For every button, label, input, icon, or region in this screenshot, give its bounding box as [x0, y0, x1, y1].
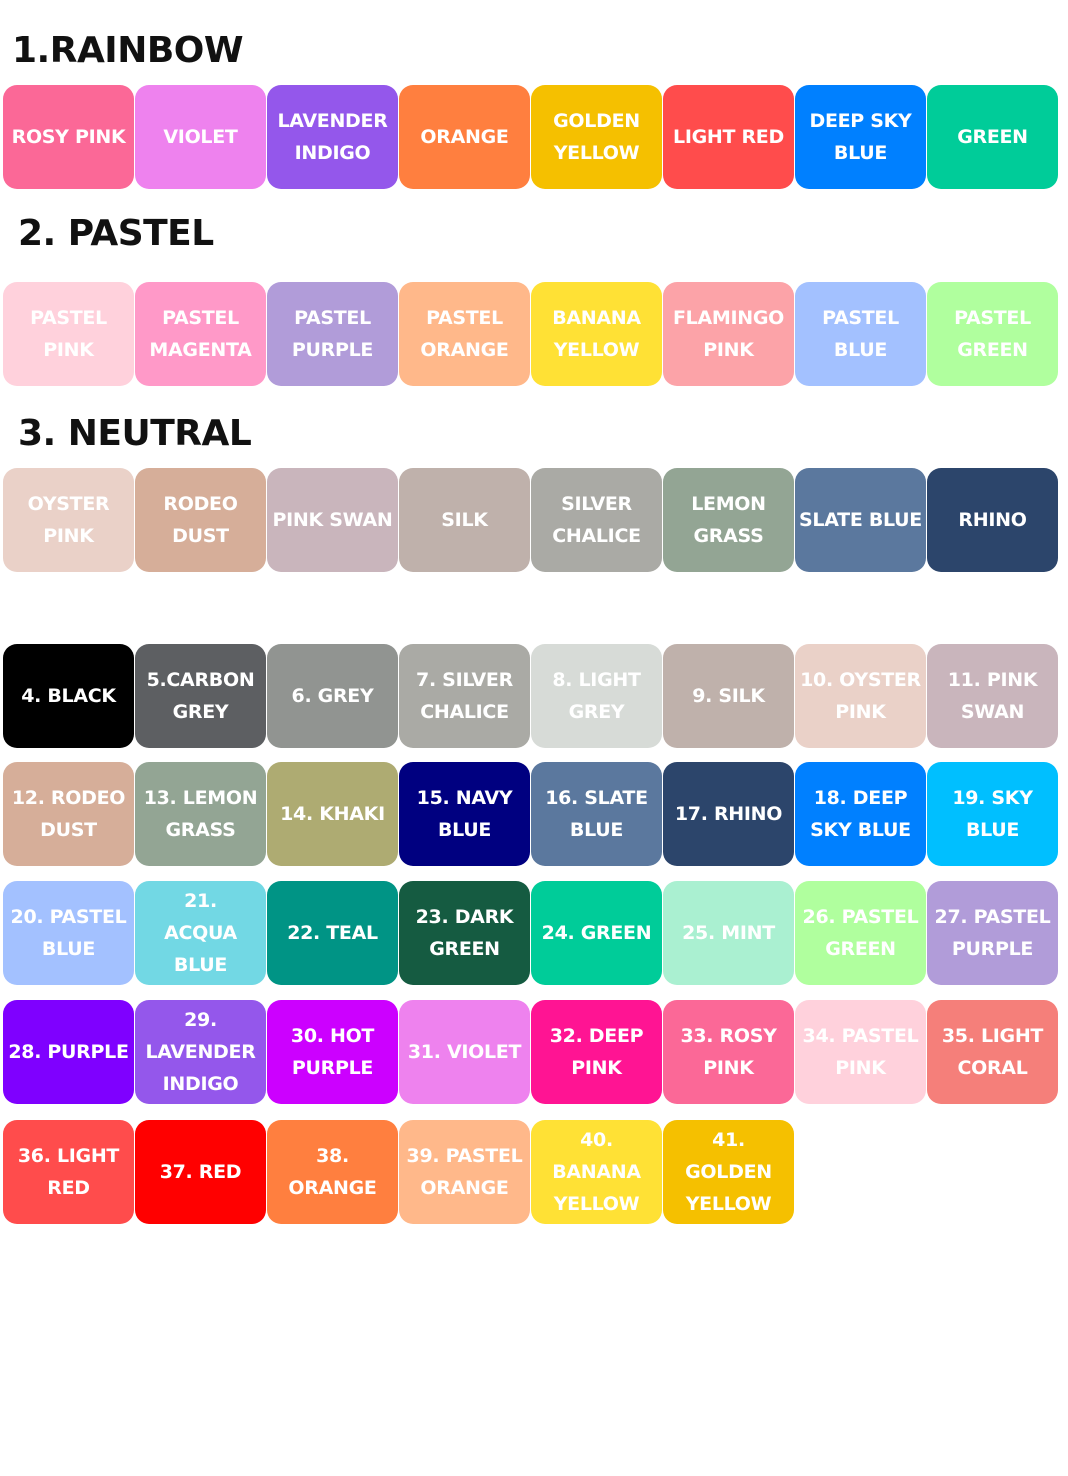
- swatch-pastel-green: PASTEL GREEN: [927, 282, 1058, 386]
- swatch-13-lemon-grass: 13. LEMON GRASS: [135, 762, 266, 866]
- swatch-banana-yellow: BANANA YELLOW: [531, 282, 662, 386]
- swatch-green: GREEN: [927, 85, 1058, 189]
- swatch-rhino: RHINO: [927, 468, 1058, 572]
- swatch-19-sky-blue: 19. SKY BLUE: [927, 762, 1058, 866]
- swatch-pastel-orange: PASTEL ORANGE: [399, 282, 530, 386]
- swatch-24-green: 24. GREEN: [531, 881, 662, 985]
- swatch-32-deep-pink: 32. DEEP PINK: [531, 1000, 662, 1104]
- swatch-30-hot-purple: 30. HOT PURPLE: [267, 1000, 398, 1104]
- swatch-silk: SILK: [399, 468, 530, 572]
- numbered-swatch-row: 20. PASTEL BLUE 21. ACQUA BLUE 22. TEAL 23.…: [3, 881, 1058, 985]
- swatch-row: OYSTER PINK RODEO DUST PINK SWAN SILK SILVER…: [3, 468, 1058, 572]
- swatch-pastel-magenta: PASTEL MAGENTA: [135, 282, 266, 386]
- swatch-rodeo-dust: RODEO DUST: [135, 468, 266, 572]
- swatch-17-rhino: 17. RHINO: [663, 762, 794, 866]
- swatch-23-dark-green: 23. DARK GREEN: [399, 881, 530, 985]
- swatch-38-orange: 38. ORANGE: [267, 1120, 398, 1224]
- swatch-41-golden-yellow: 41. GOLDEN YELLOW: [663, 1120, 794, 1224]
- numbered-swatch-row: 4. BLACK 5.CARBON GREY 6. GREY 7. SILVER CH…: [3, 644, 1058, 748]
- swatch-row: PASTEL PINK PASTEL MAGENTA PASTEL PURPLE PA…: [3, 282, 1058, 386]
- swatch-16-slate-blue: 16. SLATE BLUE: [531, 762, 662, 866]
- swatch-8-light-grey: 8. LIGHT GREY: [531, 644, 662, 748]
- swatch-15-navy-blue: 15. NAVY BLUE: [399, 762, 530, 866]
- swatch-orange: ORANGE: [399, 85, 530, 189]
- swatch-rosy-pink: ROSY PINK: [3, 85, 134, 189]
- swatch-silver-chalice: SILVER CHALICE: [531, 468, 662, 572]
- swatch-22-teal: 22. TEAL: [267, 881, 398, 985]
- swatch-oyster-pink: OYSTER PINK: [3, 468, 134, 572]
- section-heading: 1.RAINBOW: [12, 30, 244, 71]
- swatch-14-khaki: 14. KHAKI: [267, 762, 398, 866]
- swatch-21-acqua-blue: 21. ACQUA BLUE: [135, 881, 266, 985]
- swatch-40-banana-yellow: 40. BANANA YELLOW: [531, 1120, 662, 1224]
- swatch-7-silver-chalice: 7. SILVER CHALICE: [399, 644, 530, 748]
- swatch-20-pastel-blue: 20. PASTEL BLUE: [3, 881, 134, 985]
- swatch-9-silk: 9. SILK: [663, 644, 794, 748]
- numbered-swatch-row: 36. LIGHT RED 37. RED 38. ORANGE 39. PASTEL…: [3, 1120, 794, 1224]
- swatch-25-mint: 25. MINT: [663, 881, 794, 985]
- swatch-lavender-indigo: LAVENDER INDIGO: [267, 85, 398, 189]
- swatch-37-red: 37. RED: [135, 1120, 266, 1224]
- swatch-golden-yellow: GOLDEN YELLOW: [531, 85, 662, 189]
- swatch-27-pastel-purple: 27. PASTEL PURPLE: [927, 881, 1058, 985]
- numbered-swatch-row: 12. RODEO DUST 13. LEMON GRASS 14. KHAKI 15…: [3, 762, 1058, 866]
- swatch-pink-swan: PINK SWAN: [267, 468, 398, 572]
- swatch-18-deep-sky-blue: 18. DEEP SKY BLUE: [795, 762, 926, 866]
- swatch-33-rosy-pink: 33. ROSY PINK: [663, 1000, 794, 1104]
- swatch-pastel-pink: PASTEL PINK: [3, 282, 134, 386]
- swatch-35-light-coral: 35. LIGHT CORAL: [927, 1000, 1058, 1104]
- swatch-12-rodeo-dust: 12. RODEO DUST: [3, 762, 134, 866]
- swatch-26-pastel-green: 26. PASTEL GREEN: [795, 881, 926, 985]
- swatch-28-purple: 28. PURPLE: [3, 1000, 134, 1104]
- swatch-31-violet: 31. VIOLET: [399, 1000, 530, 1104]
- swatch-11-pink-swan: 11. PINK SWAN: [927, 644, 1058, 748]
- swatch-29-lavender-indigo: 29. LAVENDER INDIGO: [135, 1000, 266, 1104]
- swatch-deep-sky-blue: DEEP SKY BLUE: [795, 85, 926, 189]
- swatch-5-carbon-grey: 5.CARBON GREY: [135, 644, 266, 748]
- numbered-swatch-row: 28. PURPLE 29. LAVENDER INDIGO 30. HOT PUR…: [3, 1000, 1058, 1104]
- swatch-light-red: LIGHT RED: [663, 85, 794, 189]
- section-heading: 3. NEUTRAL: [18, 413, 252, 454]
- swatch-39-pastel-orange: 39. PASTEL ORANGE: [399, 1120, 530, 1224]
- swatch-10-oyster-pink: 10. OYSTER PINK: [795, 644, 926, 748]
- swatch-flamingo-pink: FLAMINGO PINK: [663, 282, 794, 386]
- swatch-34-pastel-pink: 34. PASTEL PINK: [795, 1000, 926, 1104]
- swatch-row: ROSY PINK VIOLET LAVENDER INDIGO ORANGE GOLD…: [3, 85, 1058, 189]
- swatch-6-grey: 6. GREY: [267, 644, 398, 748]
- section-heading: 2. PASTEL: [18, 213, 214, 254]
- swatch-violet: VIOLET: [135, 85, 266, 189]
- swatch-36-light-red: 36. LIGHT RED: [3, 1120, 134, 1224]
- swatch-pastel-purple: PASTEL PURPLE: [267, 282, 398, 386]
- swatch-pastel-blue: PASTEL BLUE: [795, 282, 926, 386]
- swatch-slate-blue: SLATE BLUE: [795, 468, 926, 572]
- swatch-4-black: 4. BLACK: [3, 644, 134, 748]
- swatch-lemon-grass: LEMON GRASS: [663, 468, 794, 572]
